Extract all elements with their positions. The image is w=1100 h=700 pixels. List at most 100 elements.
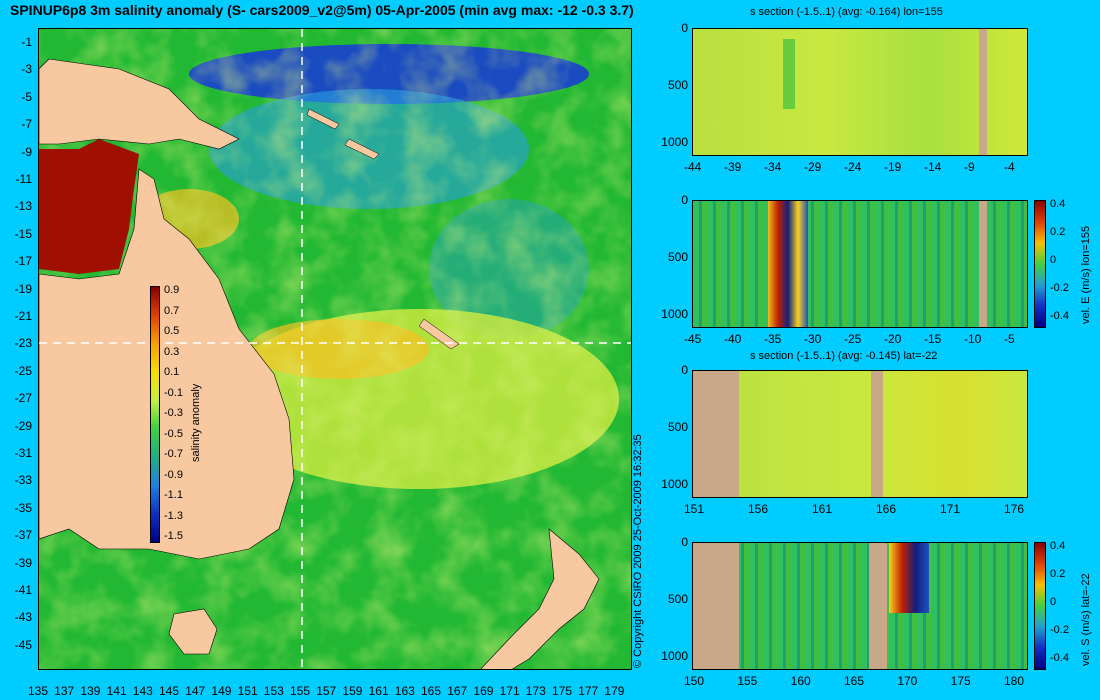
land-mask	[979, 201, 987, 327]
depth-tick-label: 1000	[661, 135, 688, 149]
depth-tick-label: 0	[681, 193, 688, 207]
velocity-tick-label: 0.2	[1050, 226, 1066, 238]
new-caledonia-mask	[871, 371, 883, 497]
lat-tick-label: -17	[14, 254, 32, 269]
section-tick-label: 176	[1004, 502, 1025, 516]
lon-tick-label: 179	[604, 684, 625, 698]
colorbar-tick-label: -0.9	[164, 468, 183, 481]
velocity-tick-label: 0	[1050, 596, 1057, 608]
vel-s-colorbar-label: vel. S (m/s) lat=-22	[1080, 573, 1092, 666]
gulf-of-carpentaria	[39, 139, 139, 274]
section-tick-label: -39	[724, 160, 742, 174]
vel-e-colorbar	[1034, 200, 1046, 328]
velocity-core	[768, 201, 808, 327]
colorbar-tick-label: -1.3	[164, 509, 183, 522]
main-title: SPINUP6p8 3m salinity anomaly (S- cars20…	[10, 2, 634, 18]
lon-tick-label: 145	[159, 684, 180, 698]
velocity-tick-label: -0.4	[1050, 652, 1069, 664]
lon-tick-label: 149	[211, 684, 232, 698]
section-tick-label: 180	[1004, 674, 1025, 688]
section-tick-label: -4	[1004, 160, 1015, 174]
colorbar-tick-label: 0.9	[164, 284, 180, 296]
salinity-colorbar	[150, 286, 160, 543]
lat-tick-label: -41	[14, 583, 32, 597]
section-tick-label: -5	[1004, 332, 1015, 346]
lon-tick-label: 143	[132, 684, 153, 698]
depth-tick-label: 500	[667, 250, 688, 264]
lat-tick-label: -7	[21, 117, 32, 132]
section-tick-label: -19	[884, 160, 902, 174]
vel-s-colorbar	[1034, 542, 1046, 670]
section-tick-label: -30	[804, 332, 822, 346]
lat-tick-label: -27	[14, 391, 32, 406]
lat-tick-label: -43	[14, 610, 32, 625]
depth-tick-label: 0	[681, 21, 688, 35]
copyright-text: © Copyright CSIRO 2009 25-Oct-2009 16:32…	[632, 434, 644, 668]
section-tick-label: 155	[737, 674, 758, 688]
section-panel-salinity-lat	[692, 370, 1028, 498]
lat-tick-label: -37	[14, 528, 32, 543]
lon-tick-label: 167	[447, 684, 468, 698]
depth-tick-label: 1000	[661, 307, 688, 321]
lat-tick-label: -33	[14, 473, 32, 488]
section-tick-label: -25	[844, 332, 862, 346]
colorbar-tick-label: 0.1	[164, 366, 180, 378]
lon-tick-label: 169	[473, 684, 494, 698]
velocity-tick-label: -0.2	[1050, 282, 1069, 294]
depth-tick-label: 500	[667, 592, 688, 606]
lat-tick-label: -31	[14, 446, 32, 460]
colorbar-tick-label: -1.1	[164, 489, 183, 501]
velocity-tick-label: 0.2	[1050, 568, 1066, 580]
australia	[39, 168, 295, 560]
lat-tick-label: -21	[14, 309, 32, 323]
lon-tick-label: 147	[185, 684, 206, 698]
velocity-tick-label: 0	[1050, 254, 1057, 266]
lon-tick-label: 157	[316, 684, 337, 698]
salinity-map	[38, 28, 632, 670]
lon-tick-label: 135	[28, 684, 49, 698]
lat-tick-label: -15	[14, 226, 32, 241]
depth-tick-label: 500	[667, 78, 688, 92]
section-tick-label: 161	[812, 502, 833, 516]
depth-tick-label: 0	[681, 535, 688, 549]
lon-tick-label: 155	[290, 684, 311, 698]
section-tick-label: -24	[844, 160, 862, 174]
vel-e-colorbar-label: vel. E (m/s) lon=155	[1080, 225, 1092, 324]
section-tick-label: -10	[964, 332, 982, 346]
section-tick-label: -40	[724, 332, 742, 346]
new-guinea	[39, 58, 240, 150]
section-tick-label: 151	[684, 502, 705, 516]
new-caledonia-mask	[869, 543, 887, 669]
section-tick-label: 165	[844, 674, 865, 688]
lon-tick-label: 159	[342, 684, 363, 698]
fresh-intrusion	[783, 39, 795, 109]
velocity-tick-label: 0.4	[1050, 198, 1066, 210]
section-tick-label: -15	[924, 332, 942, 346]
section-tick-label: -20	[884, 332, 902, 346]
section-tick-label: -45	[684, 332, 702, 346]
lat-tick-label: -45	[14, 637, 32, 652]
lon-tick-label: 139	[80, 684, 101, 698]
section-tick-label: 150	[684, 674, 705, 688]
lon-tick-label: 177	[578, 684, 599, 698]
new-caledonia	[418, 318, 460, 350]
section-panel-vel-s-lat	[692, 542, 1028, 670]
colorbar-tick-label: -0.7	[164, 448, 183, 460]
colorbar-tick-label: -0.1	[164, 386, 183, 399]
depth-tick-label: 0	[681, 363, 688, 377]
lon-tick-label: 151	[237, 684, 258, 698]
solomon-islands	[306, 108, 380, 160]
lon-tick-label: 141	[106, 684, 127, 698]
section-tick-label: -29	[804, 160, 822, 174]
panel-1-title: s section (-1.5..1) (avg: -0.164) lon=15…	[750, 6, 943, 18]
land-mask	[979, 29, 987, 155]
velocity-tick-label: -0.4	[1050, 310, 1069, 322]
lon-tick-label: 137	[54, 684, 75, 698]
colorbar-tick-label: -0.5	[164, 427, 183, 440]
velocity-tick-label: 0.4	[1050, 540, 1066, 552]
section-tick-label: 160	[790, 674, 811, 688]
section-tick-label: -9	[964, 160, 975, 174]
lat-tick-label: -29	[14, 418, 32, 433]
tasmania	[168, 608, 218, 655]
colorbar-tick-label: -1.5	[164, 530, 183, 542]
